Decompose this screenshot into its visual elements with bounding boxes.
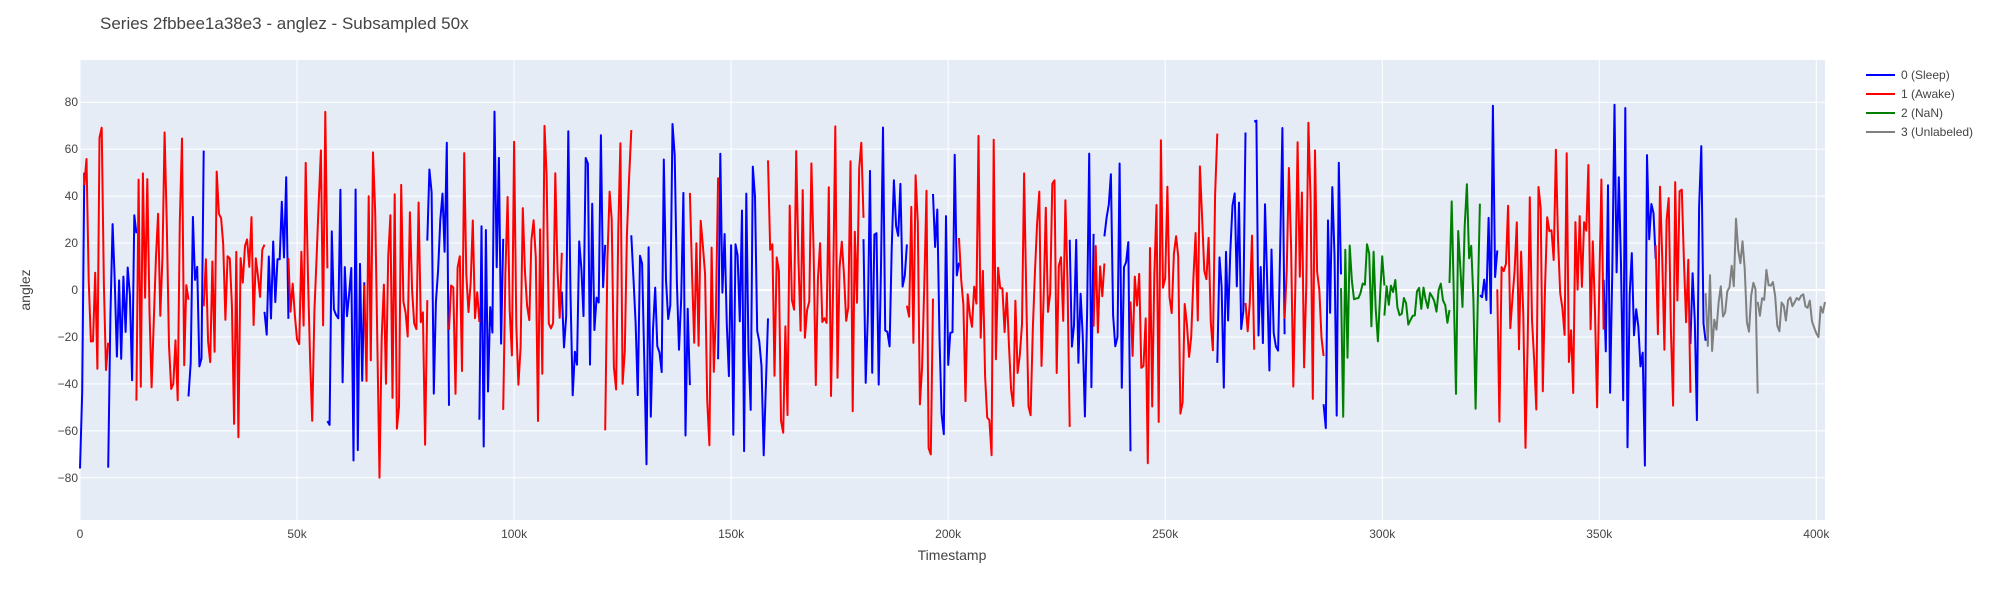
- series-line-1-awake: [448, 152, 481, 395]
- legend-label-0-sleep: 0 (Sleep): [1901, 68, 1950, 82]
- x-axis-label: Timestamp: [918, 547, 987, 563]
- series-line-0-sleep: [932, 153, 960, 436]
- series-line-1-awake: [1092, 245, 1106, 334]
- chart-title: Series 2fbbee1a38e3 - anglez - Subsample…: [100, 14, 469, 33]
- x-tick-label: 200k: [935, 527, 962, 541]
- series-lines: [79, 103, 1826, 479]
- y-axis-label: anglez: [17, 269, 33, 310]
- series-line-2-nan: [1383, 279, 1451, 326]
- x-tick-label: 300k: [1369, 527, 1396, 541]
- legend-label-2-nan: 2 (NaN): [1901, 106, 1943, 120]
- series-line-0-sleep: [717, 152, 769, 457]
- x-tick-label: 150k: [718, 527, 745, 541]
- x-tick-label: 100k: [501, 527, 528, 541]
- series-line-0-sleep: [107, 214, 138, 468]
- series-line-3-unlabeled: [1704, 217, 1759, 394]
- series-line-1-awake: [287, 110, 329, 422]
- series-line-0-sleep: [1068, 152, 1095, 418]
- series-line-1-awake: [363, 151, 429, 479]
- series-line-0-sleep: [862, 126, 908, 386]
- series-line-3-unlabeled: [1756, 268, 1826, 339]
- y-tick-label: −80: [58, 471, 79, 485]
- x-tick-label: 50k: [287, 527, 307, 541]
- x-tick-label: 0: [77, 527, 84, 541]
- series-line-1-awake: [688, 177, 720, 447]
- series-line-1-awake: [1129, 133, 1219, 465]
- x-tick-label: 250k: [1152, 527, 1179, 541]
- series-line-0-sleep: [1322, 161, 1342, 430]
- series-line-0-sleep: [1103, 162, 1132, 452]
- series-line-0-sleep: [1689, 145, 1707, 422]
- grid-lines: [79, 60, 1825, 520]
- series-line-1-awake: [1496, 148, 1605, 449]
- legend-label-1-awake: 1 (Awake): [1901, 87, 1955, 101]
- series-line-0-sleep: [326, 188, 366, 462]
- y-tick-label: 20: [65, 236, 79, 250]
- series-line-1-awake: [958, 134, 1071, 457]
- y-axis-ticks: −80 −60 −40 −20 0 20 40 60 80: [58, 95, 79, 485]
- series-line-1-awake: [202, 170, 266, 439]
- x-tick-label: 350k: [1586, 527, 1613, 541]
- legend-label-3-unlabeled: 3 (Unlabeled): [1901, 125, 1973, 139]
- series-line-0-sleep: [630, 123, 691, 466]
- series-line-0-sleep: [1602, 103, 1657, 467]
- series-line-1-awake: [83, 126, 110, 372]
- x-tick-label: 400k: [1803, 527, 1830, 541]
- series-line-1-awake: [1283, 121, 1325, 400]
- y-tick-label: −40: [58, 377, 79, 391]
- series-line-1-awake: [135, 131, 190, 402]
- series-line-0-sleep: [426, 141, 450, 406]
- series-line-1-awake: [767, 125, 865, 434]
- series-line-1-awake: [1654, 181, 1692, 407]
- series-line-1-awake: [502, 124, 563, 422]
- legend: 0 (Sleep) 1 (Awake) 2 (NaN) 3 (Unlabeled): [1866, 68, 1973, 139]
- series-line-1-awake: [1244, 234, 1256, 350]
- y-tick-label: 40: [65, 189, 79, 203]
- y-tick-label: 80: [65, 95, 79, 109]
- series-line-0-sleep: [478, 110, 505, 448]
- series-line-0-sleep: [79, 172, 86, 469]
- series-line-0-sleep: [560, 130, 607, 397]
- y-tick-label: −20: [58, 330, 79, 344]
- series-line-0-sleep: [1253, 119, 1286, 372]
- y-tick-label: −60: [58, 424, 79, 438]
- y-tick-label: 60: [65, 142, 79, 156]
- x-axis-ticks: 0 50k 100k 150k 200k 250k 300k 350k 400k: [77, 527, 1831, 541]
- series-line-0-sleep: [1216, 132, 1247, 389]
- series-line-0-sleep: [1479, 104, 1499, 315]
- series-line-0-sleep: [187, 150, 205, 397]
- y-tick-label: 0: [71, 283, 78, 297]
- series-line-0-sleep: [263, 176, 290, 336]
- series-line-2-nan: [1340, 243, 1386, 418]
- series-line-1-awake: [604, 130, 633, 431]
- series-line-2-nan: [1448, 183, 1481, 410]
- series-line-1-awake: [905, 174, 934, 456]
